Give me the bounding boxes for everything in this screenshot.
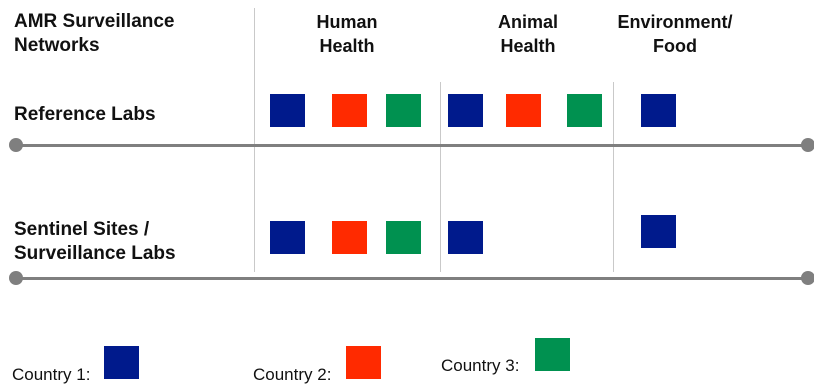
row-line-sentinel-sites <box>16 277 812 280</box>
row-line-start-dot <box>9 138 23 152</box>
country-1-marker <box>270 221 305 254</box>
country-2-marker <box>332 221 367 254</box>
legend-swatch-country-1 <box>104 346 139 379</box>
country-2-marker <box>332 94 367 127</box>
legend-swatch-country-2 <box>346 346 381 379</box>
divider-animal-environment <box>613 82 614 272</box>
divider-human-animal <box>440 82 441 272</box>
country-1-marker <box>270 94 305 127</box>
divider-networks <box>254 8 255 272</box>
row-label-sentinel-sites: Sentinel Sites / Surveillance Labs <box>14 219 176 264</box>
country-3-marker <box>567 94 602 127</box>
country-1-marker <box>641 94 676 127</box>
country-1-marker <box>641 215 676 248</box>
networks-title: AMR Surveillance Networks <box>14 11 175 56</box>
country-2-marker <box>506 94 541 127</box>
legend-swatch-country-3 <box>535 338 570 371</box>
column-header-environment-food: Environment/ Food <box>617 12 733 56</box>
legend-label-country-3: Country 3: <box>441 356 520 375</box>
row-line-end-dot <box>801 138 814 152</box>
country-3-marker <box>386 221 421 254</box>
row-label-reference-labs: Reference Labs <box>14 104 156 125</box>
country-3-marker <box>386 94 421 127</box>
country-1-marker <box>448 94 483 127</box>
legend-label-country-1: Country 1: <box>12 365 91 384</box>
column-header-human-health: Human Health <box>316 12 378 56</box>
column-header-animal-health: Animal Health <box>497 12 558 56</box>
country-1-marker <box>448 221 483 254</box>
row-line-reference-labs <box>16 144 812 147</box>
row-line-start-dot <box>9 271 23 285</box>
row-line-end-dot <box>801 271 814 285</box>
legend-label-country-2: Country 2: <box>253 365 332 384</box>
